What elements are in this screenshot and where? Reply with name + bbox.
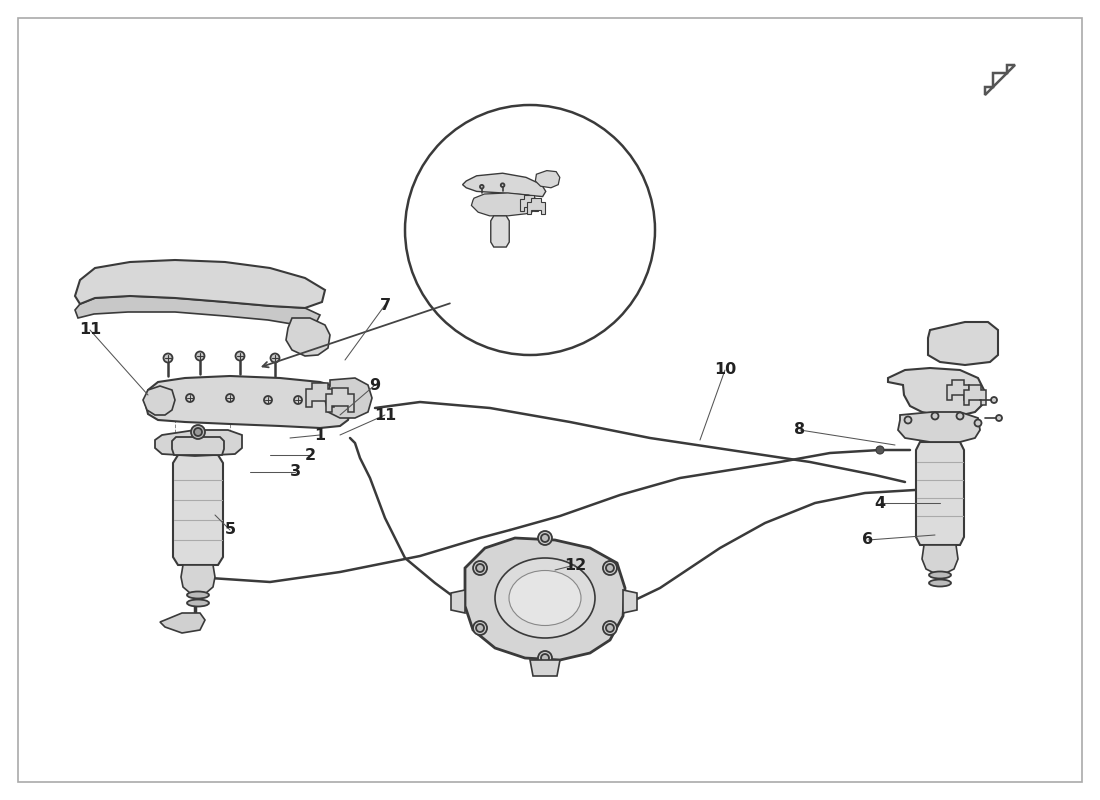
Polygon shape — [623, 590, 637, 613]
Polygon shape — [75, 260, 324, 308]
Polygon shape — [173, 455, 223, 565]
Polygon shape — [306, 383, 334, 407]
Circle shape — [991, 397, 997, 403]
Polygon shape — [143, 386, 175, 415]
Text: 3: 3 — [289, 465, 300, 479]
Ellipse shape — [495, 558, 595, 638]
Polygon shape — [916, 442, 964, 545]
Ellipse shape — [187, 599, 209, 606]
Polygon shape — [888, 368, 984, 416]
Circle shape — [541, 654, 549, 662]
Polygon shape — [530, 660, 560, 676]
Circle shape — [996, 415, 1002, 421]
Circle shape — [606, 564, 614, 572]
Circle shape — [194, 428, 202, 436]
Circle shape — [294, 396, 302, 404]
Polygon shape — [928, 322, 998, 365]
Polygon shape — [463, 174, 546, 197]
Polygon shape — [155, 430, 242, 456]
Text: 8: 8 — [794, 422, 805, 438]
Polygon shape — [472, 193, 539, 216]
Circle shape — [606, 624, 614, 632]
Circle shape — [500, 183, 505, 187]
Text: 7: 7 — [379, 298, 390, 313]
Circle shape — [235, 351, 244, 361]
Ellipse shape — [930, 579, 952, 586]
Circle shape — [603, 621, 617, 635]
Text: 6: 6 — [862, 533, 873, 547]
Circle shape — [264, 396, 272, 404]
Polygon shape — [160, 613, 205, 633]
Circle shape — [603, 561, 617, 575]
Circle shape — [932, 413, 938, 419]
Circle shape — [538, 531, 552, 545]
Circle shape — [405, 105, 654, 355]
Text: 4: 4 — [874, 495, 886, 510]
Polygon shape — [465, 538, 625, 660]
Circle shape — [541, 534, 549, 542]
Circle shape — [473, 561, 487, 575]
Circle shape — [476, 624, 484, 632]
Circle shape — [196, 351, 205, 361]
Polygon shape — [922, 545, 958, 573]
Text: 1: 1 — [315, 427, 326, 442]
Text: 9: 9 — [370, 378, 381, 393]
Polygon shape — [75, 296, 320, 325]
Polygon shape — [491, 216, 509, 247]
Ellipse shape — [509, 570, 581, 626]
Polygon shape — [182, 565, 214, 593]
Text: 11: 11 — [79, 322, 101, 338]
Polygon shape — [172, 437, 224, 455]
Circle shape — [186, 394, 194, 402]
Text: 2: 2 — [305, 447, 316, 462]
Polygon shape — [536, 170, 560, 188]
Text: 12: 12 — [564, 558, 586, 573]
Polygon shape — [519, 195, 538, 211]
Polygon shape — [286, 318, 330, 356]
Polygon shape — [964, 385, 986, 405]
Circle shape — [904, 417, 912, 423]
Circle shape — [538, 651, 552, 665]
Circle shape — [957, 413, 964, 419]
Text: 10: 10 — [714, 362, 736, 378]
Polygon shape — [145, 376, 350, 428]
Circle shape — [226, 394, 234, 402]
Circle shape — [876, 446, 884, 454]
Polygon shape — [324, 378, 372, 418]
Circle shape — [473, 621, 487, 635]
Circle shape — [271, 354, 279, 362]
Polygon shape — [947, 380, 969, 400]
Text: 5: 5 — [224, 522, 235, 538]
Circle shape — [480, 185, 484, 189]
Polygon shape — [898, 412, 980, 442]
Circle shape — [476, 564, 484, 572]
Polygon shape — [326, 388, 354, 412]
Polygon shape — [451, 590, 465, 613]
Circle shape — [164, 354, 173, 362]
Circle shape — [191, 425, 205, 439]
Ellipse shape — [187, 591, 209, 598]
Circle shape — [975, 419, 981, 426]
Polygon shape — [527, 198, 546, 214]
Polygon shape — [984, 65, 1015, 95]
Ellipse shape — [930, 571, 952, 578]
Text: 11: 11 — [374, 407, 396, 422]
